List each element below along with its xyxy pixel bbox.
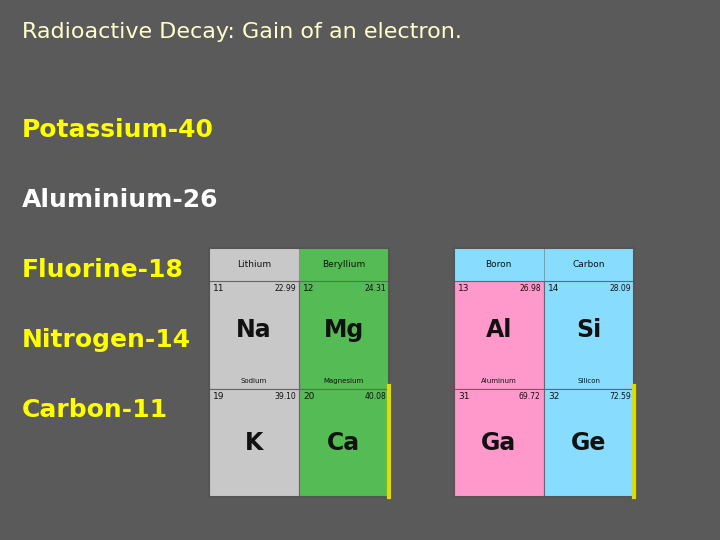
Text: Fluorine-18: Fluorine-18 [22,258,184,282]
Text: Silicon: Silicon [577,378,600,384]
Text: Na: Na [236,319,271,342]
Text: 22.99: 22.99 [274,284,296,293]
Text: 11: 11 [213,284,225,293]
Text: Ga: Ga [481,431,516,455]
Bar [209,248,389,497]
Text: Sodium: Sodium [240,378,267,384]
Text: Beryllium: Beryllium [322,260,366,269]
Bar [299,281,389,389]
Text: 20: 20 [303,392,315,401]
Text: K: K [245,431,263,455]
Text: 32: 32 [548,392,559,401]
Bar [299,389,389,497]
Text: Ca: Ca [327,431,361,455]
Text: Al: Al [485,319,512,342]
Bar [209,248,299,281]
Text: 69.72: 69.72 [519,392,541,401]
Text: 19: 19 [213,392,225,401]
Text: 24.31: 24.31 [364,284,386,293]
Text: Si: Si [576,319,601,342]
Text: 14: 14 [548,284,559,293]
Bar [544,248,634,281]
Text: Nitrogen-14: Nitrogen-14 [22,328,191,352]
Text: Lithium: Lithium [237,260,271,269]
Text: 13: 13 [458,284,469,293]
Text: 72.59: 72.59 [609,392,631,401]
Bar [209,389,299,497]
Text: Carbon: Carbon [572,260,605,269]
Text: 28.09: 28.09 [609,284,631,293]
Text: Potassium-40: Potassium-40 [22,118,214,141]
Bar [454,248,634,497]
Text: Radioactive Decay: Gain of an electron.: Radioactive Decay: Gain of an electron. [22,22,462,42]
Text: 31: 31 [458,392,469,401]
Bar [454,248,634,497]
Text: Aluminium-26: Aluminium-26 [22,188,218,212]
Text: Mg: Mg [324,319,364,342]
Text: Carbon-11: Carbon-11 [22,399,168,422]
Bar [209,248,389,497]
Bar [209,281,299,389]
Bar [454,248,544,281]
Text: Boron: Boron [485,260,512,269]
Text: 40.08: 40.08 [364,392,386,401]
Bar [454,389,544,497]
Text: Aluminum: Aluminum [481,378,516,384]
Text: Magnesium: Magnesium [324,378,364,384]
Bar [544,281,634,389]
Text: 26.98: 26.98 [519,284,541,293]
Bar [299,248,389,281]
Text: 12: 12 [303,284,315,293]
Text: 39.10: 39.10 [274,392,296,401]
Text: Ge: Ge [571,431,606,455]
Bar [454,281,544,389]
Bar [544,389,634,497]
